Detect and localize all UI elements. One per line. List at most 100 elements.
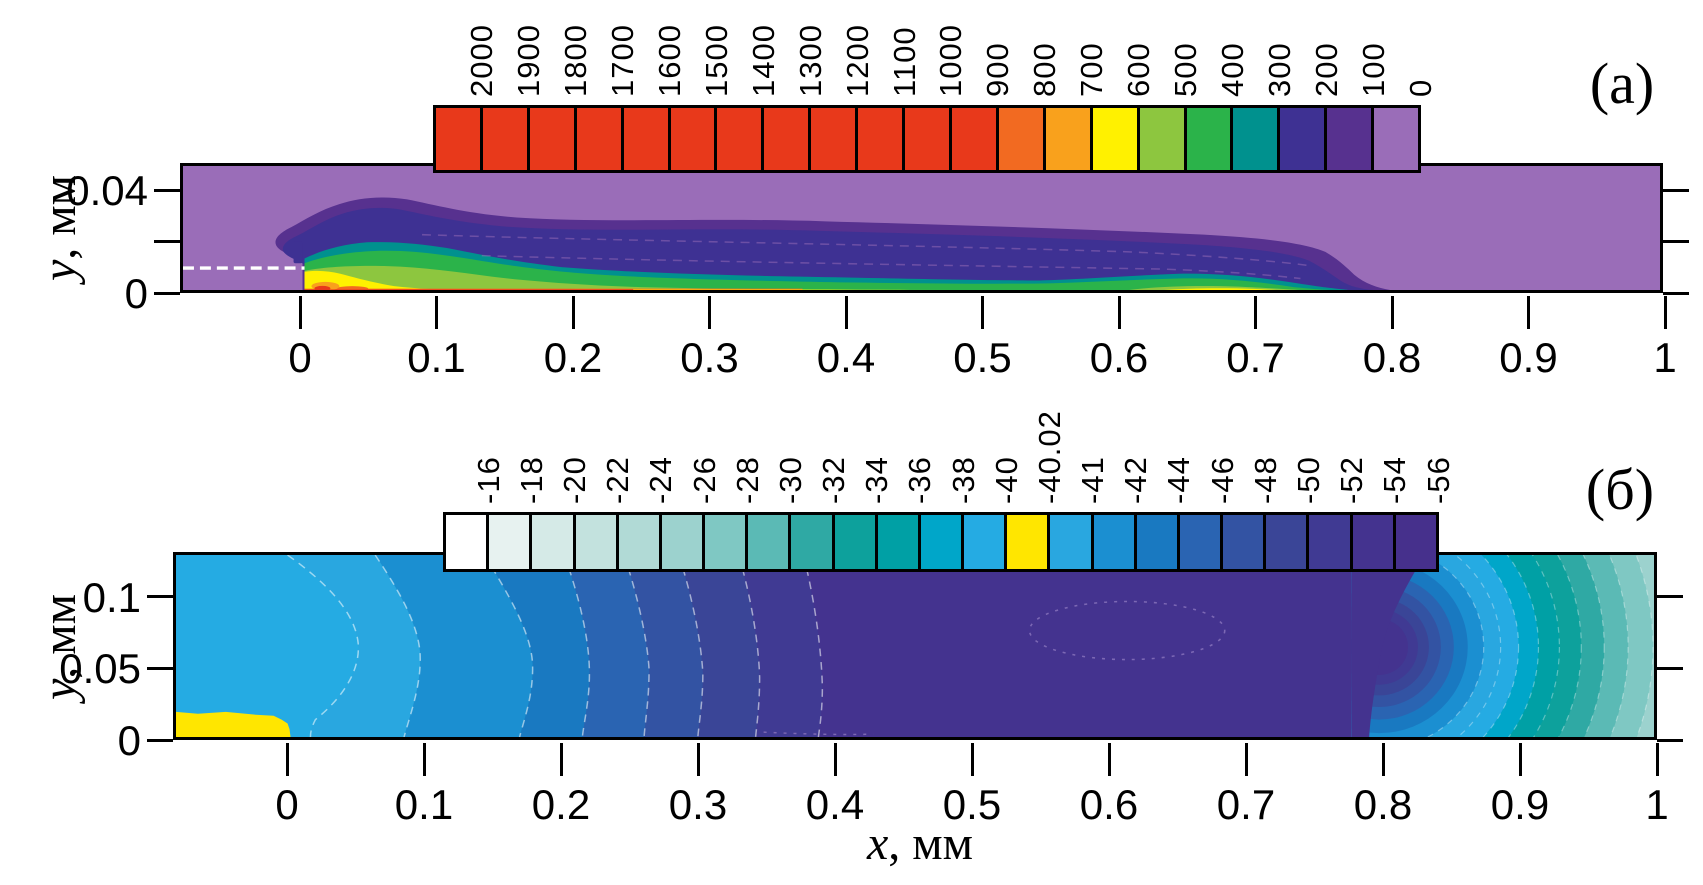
- panel-b-plot: [173, 552, 1657, 740]
- x-tick-b: [696, 743, 700, 776]
- colorbar-b-cell: [791, 515, 832, 569]
- colorbar-a-label: 2000: [464, 24, 500, 97]
- y-tick-label-b: 0: [117, 717, 141, 764]
- colorbar-b-cell: [1007, 515, 1048, 569]
- colorbar-a-label: 300: [1261, 42, 1297, 97]
- colorbar-b-cell: [920, 515, 962, 569]
- x-tick-label-a: 0.5: [953, 334, 1012, 381]
- colorbar-b-label: -24: [643, 456, 679, 504]
- colorbar-a-cell: [811, 108, 856, 170]
- x-tick-label-a: 0.3: [680, 334, 739, 381]
- orange-bottom-strip: [304, 288, 803, 290]
- colorbar-b-cell: [748, 515, 789, 569]
- x-tick-b: [1107, 743, 1111, 776]
- colorbar-a-label: 1900: [511, 24, 547, 97]
- colorbar-b-label: -44: [1161, 456, 1197, 504]
- y-tick-b: [147, 595, 173, 599]
- colorbar-b-cell: [661, 515, 703, 569]
- colorbar-b-label: -32: [816, 456, 852, 504]
- x-tick-label-a: 0.2: [543, 334, 603, 381]
- x-tick-a: [1663, 296, 1667, 329]
- colorbar-b-cell: [532, 515, 573, 569]
- y-tick-a-right: [1663, 240, 1689, 243]
- x-tick-label-b: 0.4: [805, 781, 865, 828]
- colorbar-a-label: 400: [1214, 42, 1250, 97]
- y-tick-a: [154, 188, 180, 192]
- colorbar-b-cell: [964, 515, 1005, 569]
- colorbar-a-cell: [576, 108, 621, 170]
- colorbar-a-label: 0: [1402, 78, 1438, 97]
- colorbar-a-cell: [717, 108, 762, 170]
- x-tick-a: [1390, 296, 1394, 329]
- x-tick-label-a: 0.4: [816, 334, 876, 381]
- band-boundary-dashes: [287, 555, 824, 737]
- colorbar-a-label: 1200: [839, 24, 875, 97]
- colorbar-b-label: -36: [902, 456, 938, 504]
- colorbar-a-label: 800: [1027, 42, 1063, 97]
- y-tick-a: [154, 240, 180, 243]
- panel-b-contour-art: [176, 555, 1654, 737]
- x-tick-label-b: 0.8: [1353, 781, 1413, 828]
- colorbar-a-cell: [623, 108, 668, 170]
- closed-contour-dashed: [1028, 600, 1226, 661]
- band-yellow-bump: [1164, 288, 1277, 290]
- level-line-dashed-1: [422, 233, 1307, 266]
- colorbar-b-cell: [877, 515, 918, 569]
- x-unit: , мм: [888, 817, 974, 870]
- colorbar-a-label: 1100: [886, 26, 922, 97]
- colorbar-b-label: -48: [1247, 456, 1283, 504]
- colorbar-a-cell: [436, 108, 480, 170]
- colorbar-b-label: -54: [1377, 456, 1413, 504]
- x-tick-a: [1254, 296, 1257, 329]
- colorbar-b-cell: [575, 515, 616, 569]
- small-bottom-dashes: [763, 731, 874, 736]
- panel-b-tag: (б): [1585, 457, 1655, 522]
- colorbar-b-cell: [489, 515, 530, 569]
- colorbar-a-cell: [998, 108, 1043, 170]
- colorbar-a-cell: [858, 108, 903, 170]
- colorbar-b-cell: [1093, 515, 1134, 569]
- x-tick-a: [1527, 296, 1530, 329]
- y-tick-b: [147, 666, 173, 670]
- x-tick-label-b: 0: [275, 781, 299, 828]
- colorbar-b-label: -41: [1075, 456, 1111, 504]
- x-tick-label-b: 0.2: [531, 781, 591, 828]
- y-tick-label-b: 0.1: [82, 573, 141, 621]
- x-tick-b: [970, 743, 974, 776]
- colorbar-b-label: -40: [988, 456, 1024, 504]
- colorbar-b-label: -42: [1118, 456, 1154, 504]
- indigo-bar: [293, 241, 303, 264]
- x-tick-b: [1655, 743, 1659, 776]
- x-var: x: [866, 817, 889, 870]
- x-tick-a: [435, 296, 438, 329]
- colorbar-b-label: -34: [859, 456, 895, 504]
- colorbar-a-label: 1400: [745, 24, 781, 97]
- colorbar-a-label: 1000: [933, 24, 969, 97]
- x-tick-label-a: 0.1: [407, 334, 466, 381]
- colorbar-b-label: -30: [772, 456, 808, 504]
- colorbar-b-cell: [705, 515, 746, 569]
- colorbar-a-cell: [905, 108, 949, 170]
- x-tick-label-a: 0.8: [1362, 334, 1422, 381]
- y-tick-a-right: [1663, 291, 1689, 295]
- band-yellow: [304, 270, 469, 290]
- red-bottom-strip: [304, 289, 634, 290]
- x-tick-b: [422, 743, 426, 776]
- x-tick-a: [708, 296, 711, 329]
- colorbar-a-label: 100: [1355, 42, 1391, 97]
- x-tick-label-a: 0.6: [1089, 334, 1149, 381]
- colorbar-a-cell: [1186, 108, 1231, 170]
- band-yellow-green-bump: [1129, 286, 1301, 290]
- colorbar-b-cell: [1136, 515, 1177, 569]
- colorbar-a-label: 1700: [605, 24, 641, 97]
- colorbar-a-label: 1800: [558, 24, 594, 97]
- colorbar-b-label: -20: [557, 456, 593, 504]
- orange-spot: [336, 286, 369, 290]
- x-tick-label-b: 0.6: [1079, 781, 1139, 828]
- y-axis-label-a: y, мм: [33, 98, 87, 358]
- x-tick-b: [833, 743, 837, 776]
- x-tick-a: [981, 296, 984, 329]
- colorbar-b-cell: [1395, 515, 1436, 569]
- colorbar-b-cell: [1223, 515, 1264, 569]
